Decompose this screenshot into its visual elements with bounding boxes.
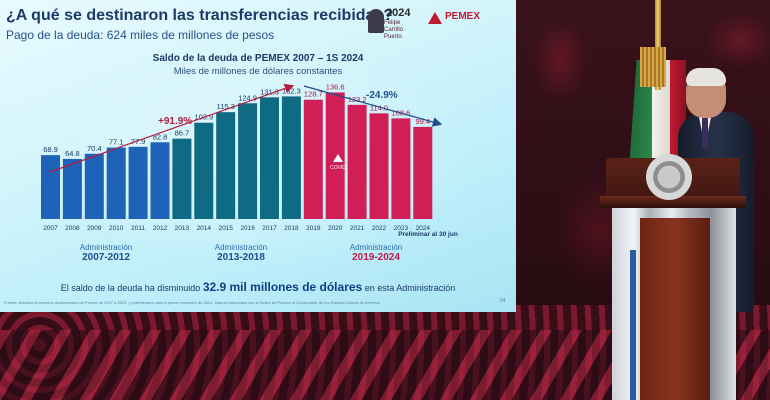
bar-2016 [238, 103, 258, 219]
year-tick-label: 2010 [109, 225, 124, 232]
bar-value-label: 131.3 [260, 87, 279, 96]
flag-pole [655, 0, 661, 90]
covid-label: COVID [330, 165, 346, 171]
national-seal-icon [646, 154, 692, 200]
statement-pre: El saldo de la deuda ha disminuido [60, 283, 203, 293]
bar-2012 [150, 142, 170, 219]
decline-label: -24.9% [366, 90, 398, 101]
bar-value-label: 82.8 [153, 132, 168, 141]
year-tick-label: 2016 [240, 225, 255, 232]
bar-2007 [41, 155, 60, 219]
administration-period: 2013-2018 [217, 252, 265, 263]
bar-2017 [260, 97, 279, 219]
bar-value-label: 77.1 [109, 138, 124, 147]
gov-logo-name: Felipe Carrillo Puerto [384, 20, 404, 40]
growth-label: +91.9% [158, 116, 192, 127]
bar-2018 [281, 96, 301, 219]
warning-icon [333, 154, 343, 162]
bar-value-label: 124.9 [238, 93, 257, 102]
bar-value-label: 136.6 [326, 82, 345, 91]
growth-arrow [49, 83, 295, 173]
year-tick-label: 2014 [197, 225, 212, 232]
bar-value-label: 64.8 [65, 149, 80, 158]
bar-2013 [172, 138, 192, 219]
preliminary-note: Preliminar al 30 jun [398, 231, 458, 238]
bar-value-label: 68.9 [43, 145, 58, 154]
podium-rim [600, 196, 746, 208]
bar-2022 [369, 113, 389, 219]
administration-2013-2018: Administración 2013-2018 [201, 243, 281, 263]
pemex-wordmark: PEMEX [445, 11, 481, 22]
administration-period: 2019-2024 [352, 252, 400, 263]
administration-label: Administración [349, 243, 403, 252]
pemex-mark-icon [428, 12, 442, 24]
year-tick-label: 2017 [262, 225, 277, 232]
bar-2008 [62, 158, 82, 219]
year-tick-label: 2007 [43, 225, 58, 232]
bar-2020 [325, 92, 345, 219]
administration-label: Administración [214, 243, 268, 252]
year-tick-label: 2011 [131, 225, 145, 232]
bar-value-label: 132.3 [282, 86, 301, 95]
decline-arrow [303, 85, 443, 127]
slide-headline: ¿A qué se destinaron las transferencias … [6, 7, 394, 24]
year-tick-label: 2020 [328, 225, 343, 232]
bar-2019 [303, 99, 323, 219]
statement-post: en esta Administración [362, 283, 456, 293]
presentation-screen: ¿A qué se destinaron las transferencias … [0, 0, 516, 312]
gov-logo-year: 2024 [386, 7, 411, 19]
administration-period: 2007-2012 [82, 252, 130, 263]
bar-value-label: 115.3 [217, 102, 235, 111]
year-tick-label: 2023 [394, 225, 409, 232]
podium-wood-panel [640, 218, 710, 400]
government-logo: 2024 Felipe Carrillo Puerto [368, 5, 416, 40]
year-tick-label: 2022 [372, 225, 387, 232]
year-tick-label: 2021 [350, 225, 365, 232]
bar-value-label: 128.7 [304, 90, 323, 99]
bar-value-label: 70.4 [87, 144, 102, 153]
bar-2021 [347, 104, 367, 219]
year-tick-label: 2013 [175, 225, 190, 232]
administration-2019-2024: Administración 2019-2024 [336, 243, 416, 263]
slide-subhead: Pago de la deuda: 624 miles de millones … [6, 28, 275, 42]
bar-2024 [413, 126, 433, 219]
statement-amount: 32.9 mil millones de dólares [202, 280, 363, 294]
pemex-logo: PEMEX [428, 10, 498, 32]
bar-value-label: 114.0 [370, 103, 388, 112]
bar-2011 [128, 146, 148, 219]
year-tick-label: 2019 [306, 225, 321, 232]
bar-2014 [194, 122, 214, 219]
year-tick-label: 2015 [218, 225, 233, 232]
portrait-icon [368, 9, 384, 33]
bar-value-label: 123.2 [348, 95, 367, 104]
bar-value-label: 86.7 [175, 129, 190, 138]
bar-2023 [391, 118, 411, 219]
debt-bar-chart: 68.9200764.8200870.4200977.1201077.92011… [41, 82, 458, 238]
page-number: 54 [500, 298, 506, 304]
bar-2009 [84, 153, 104, 219]
chart-subtitle: Miles de millones de dólares constantes [173, 66, 343, 77]
bar-2015 [216, 112, 236, 219]
podium-blue-edge [630, 250, 636, 400]
speaker-hair [686, 68, 726, 86]
debt-reduction-statement: El saldo de la deuda ha disminuido 32.9 … [0, 280, 516, 294]
year-tick-label: 2024 [416, 225, 431, 232]
year-tick-label: 2008 [65, 225, 80, 232]
bar-value-label: 99.4 [415, 117, 430, 126]
bar-2010 [106, 147, 126, 219]
chart-title: Saldo de la deuda de PEMEX 2007 – 1S 202… [152, 53, 364, 64]
source-note: Fuente: Estados financieros dictaminados… [4, 300, 381, 305]
administration-label: Administración [79, 243, 133, 252]
speaker-tie [702, 118, 708, 148]
year-tick-label: 2009 [87, 225, 102, 232]
year-tick-label: 2012 [153, 225, 168, 232]
year-tick-label: 2018 [284, 225, 299, 232]
administration-2007-2012: Administración 2007-2012 [66, 243, 146, 263]
flag-tassel [640, 47, 666, 87]
